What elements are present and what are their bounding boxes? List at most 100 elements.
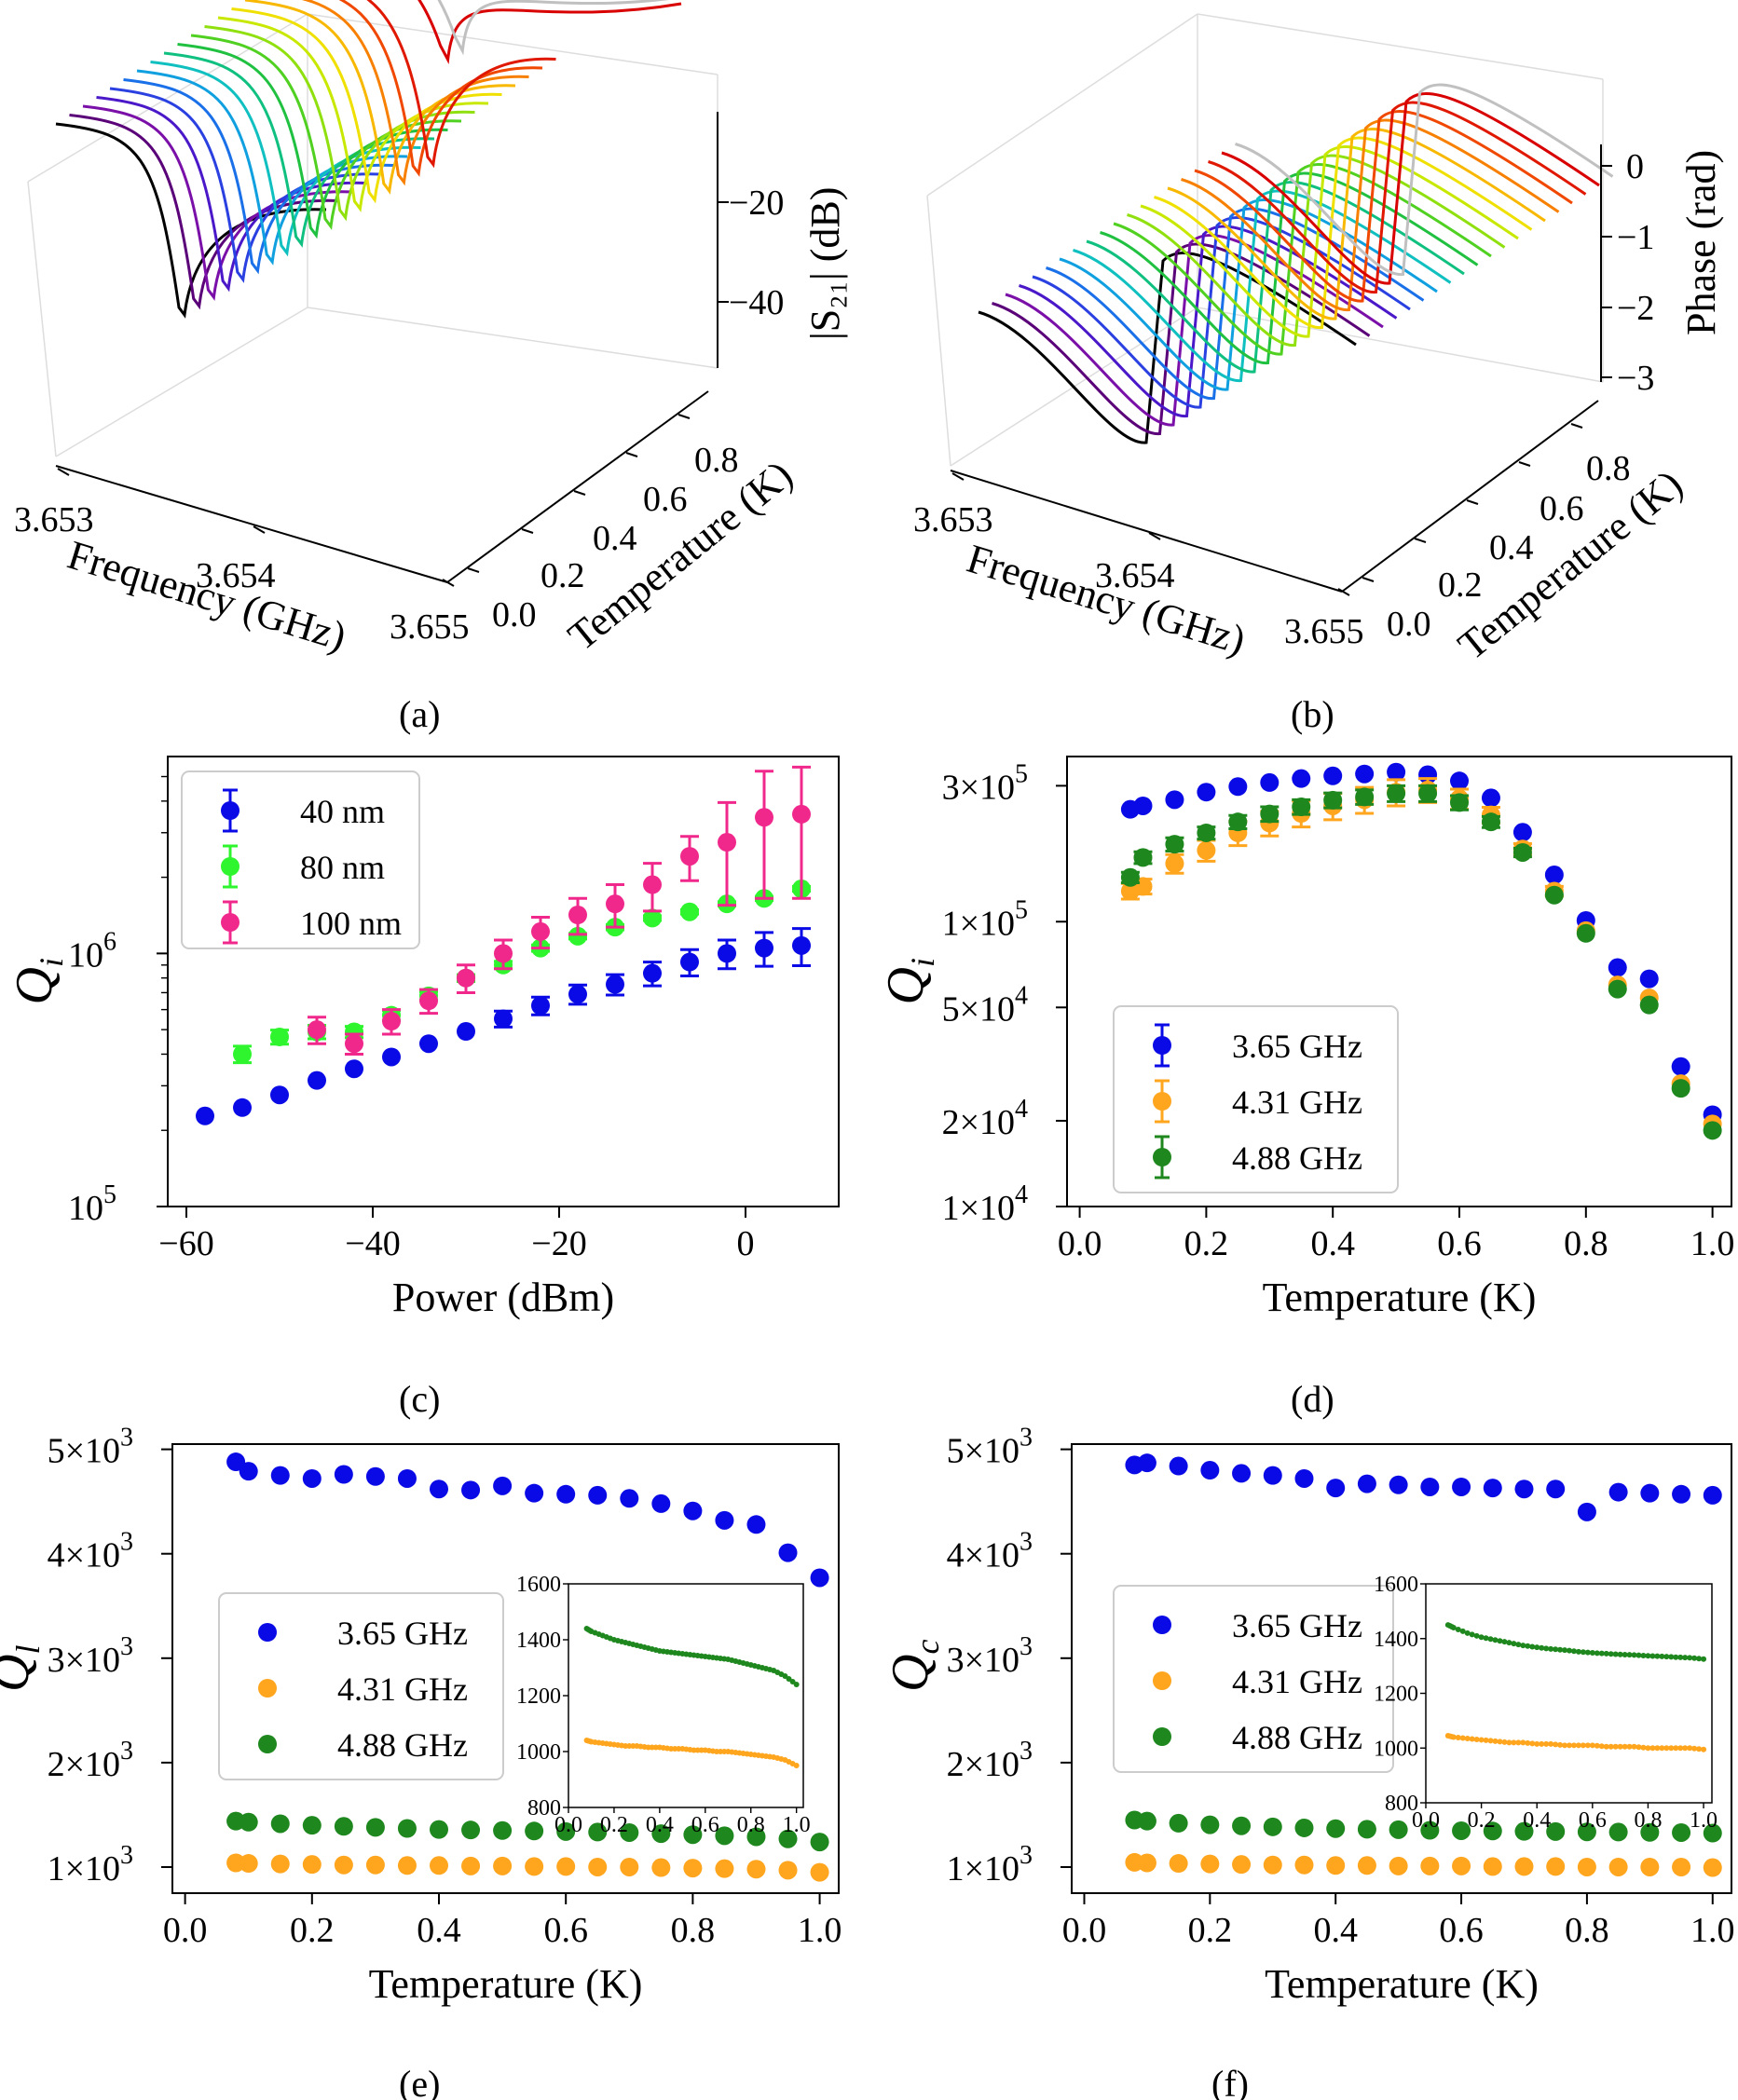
data-point [620, 1858, 638, 1876]
data-point [1138, 1453, 1156, 1472]
data-point [588, 1858, 607, 1876]
panel-f-qc-vs-temperature: 0.0 0.2 0.4 0.6 0.8 1.01×1032×1033×1034×1035×… [882, 1424, 1735, 2007]
inset-point [1506, 1640, 1512, 1645]
panel-d-qi-vs-temperature: 0.0 0.2 0.4 0.6 0.8 1.0 1×104 2×104 5×104 1×105 3×… [877, 757, 1734, 1320]
y-tick-label-e: 2×103 [48, 1737, 133, 1784]
inset-frame-e [568, 1584, 803, 1807]
legend-label: 3.65 GHz [337, 1615, 468, 1652]
panel-b-xlabel: Frequency (GHz) [962, 536, 1251, 663]
data-point [1513, 843, 1532, 862]
legend-label: 4.31 GHz [1232, 1084, 1362, 1121]
x-axis-label-d: Temperature (K) [1263, 1275, 1537, 1320]
panel-a-ytick-3: 0.4 [593, 519, 637, 558]
data-point [1609, 1483, 1628, 1502]
data-point [1418, 784, 1437, 803]
inset-x-tick-label: 0.6 [1579, 1808, 1607, 1833]
panel-b-ztick-4: −3 [1617, 359, 1654, 398]
y-tick-label-c: 106 [68, 927, 116, 975]
legend-marker [221, 801, 239, 820]
legend-marker [258, 1735, 277, 1753]
data-point [746, 1515, 765, 1534]
inset-y-tick-label: 1000 [516, 1740, 561, 1765]
data-point [1197, 841, 1215, 860]
inset-point [1515, 1642, 1521, 1647]
data-point [1264, 1818, 1282, 1836]
data-point [457, 1022, 475, 1041]
panel-b-xtick-1: 3.653 [913, 500, 993, 539]
data-point [1672, 1823, 1690, 1842]
x-axis-label-c: Power (dBm) [392, 1275, 614, 1320]
data-point [811, 1833, 829, 1851]
data-point [1452, 1857, 1471, 1875]
y-axis-label-d: Qi [877, 958, 941, 1004]
data-point [1420, 1478, 1439, 1496]
y-tick-label-f: 3×103 [947, 1632, 1033, 1680]
panel-b-ytick-4: 0.6 [1540, 489, 1584, 528]
data-point [1200, 1461, 1219, 1480]
data-point [525, 1484, 543, 1503]
data-point [398, 1469, 417, 1488]
data-point [643, 964, 662, 983]
data-point [1452, 1478, 1471, 1496]
data-point [303, 1855, 322, 1874]
data-point [335, 1817, 353, 1835]
data-point [1704, 1486, 1722, 1505]
x-tick-label-d: 0.4 [1310, 1224, 1355, 1263]
data-point [1482, 812, 1500, 831]
data-point [1640, 996, 1659, 1015]
data-point [308, 1071, 326, 1090]
data-point [1323, 791, 1342, 810]
legend-marker [221, 857, 239, 876]
data-point [366, 1818, 385, 1836]
x-tick-label-c: 0 [737, 1224, 755, 1263]
data-point [1264, 1856, 1282, 1875]
x-tick-label-e: 0.8 [671, 1911, 716, 1950]
data-point [1450, 793, 1469, 811]
data-point [1264, 1466, 1282, 1485]
data-point [683, 1502, 702, 1520]
legend-marker [1153, 1616, 1171, 1634]
inset-point [1488, 1636, 1494, 1642]
data-point [779, 1544, 798, 1562]
data-point [457, 969, 475, 988]
data-point [1121, 868, 1140, 887]
data-point [382, 1047, 401, 1066]
data-point [1514, 1480, 1533, 1498]
inset-y-tick-label: 1000 [1374, 1737, 1418, 1761]
caption-b: (b) [1291, 693, 1334, 735]
inset-x-tick-label: 0.8 [737, 1813, 765, 1837]
data-point [270, 1085, 289, 1104]
data-point [1294, 1856, 1313, 1875]
panel-b-ytick-1: 0.0 [1387, 605, 1431, 644]
data-point [606, 894, 624, 913]
panel-b-ztick-1: 0 [1626, 147, 1644, 186]
caption-c: (c) [399, 1378, 440, 1420]
y-axis-label-c: Qi [6, 958, 70, 1004]
data-point [718, 944, 736, 962]
data-point [779, 1861, 798, 1879]
data-point [1389, 1857, 1408, 1875]
data-point [1450, 771, 1469, 790]
data-point [1326, 1479, 1345, 1497]
x-tick-label-e: 0.6 [543, 1911, 588, 1950]
panel-c-qi-vs-power: −60 −40 −20 0 105 106 Power (dBm) Qi 40 nm 80 nm 1… [6, 757, 839, 1320]
data-point [568, 985, 587, 1003]
legend-marker [258, 1623, 277, 1642]
data-point [1578, 1503, 1596, 1521]
data-point [556, 1485, 575, 1504]
panel-e-ql-vs-temperature: 0.0 0.2 0.4 0.6 0.8 1.01×1032×1033×1034×1035×… [0, 1424, 842, 2007]
legend-marker [258, 1679, 277, 1698]
data-point [1292, 770, 1310, 788]
data-point [1358, 1856, 1376, 1875]
data-point [1546, 1857, 1565, 1875]
data-point [271, 1814, 290, 1833]
data-point [792, 936, 811, 955]
data-point [1358, 1475, 1376, 1493]
panel-b-ztick-2: −1 [1617, 218, 1654, 257]
data-point [1545, 866, 1564, 884]
data-point [461, 1820, 480, 1839]
data-point [651, 1494, 670, 1513]
data-point [1326, 1856, 1345, 1875]
data-point [792, 805, 811, 824]
panel-a-ztick-2: −40 [729, 283, 784, 322]
